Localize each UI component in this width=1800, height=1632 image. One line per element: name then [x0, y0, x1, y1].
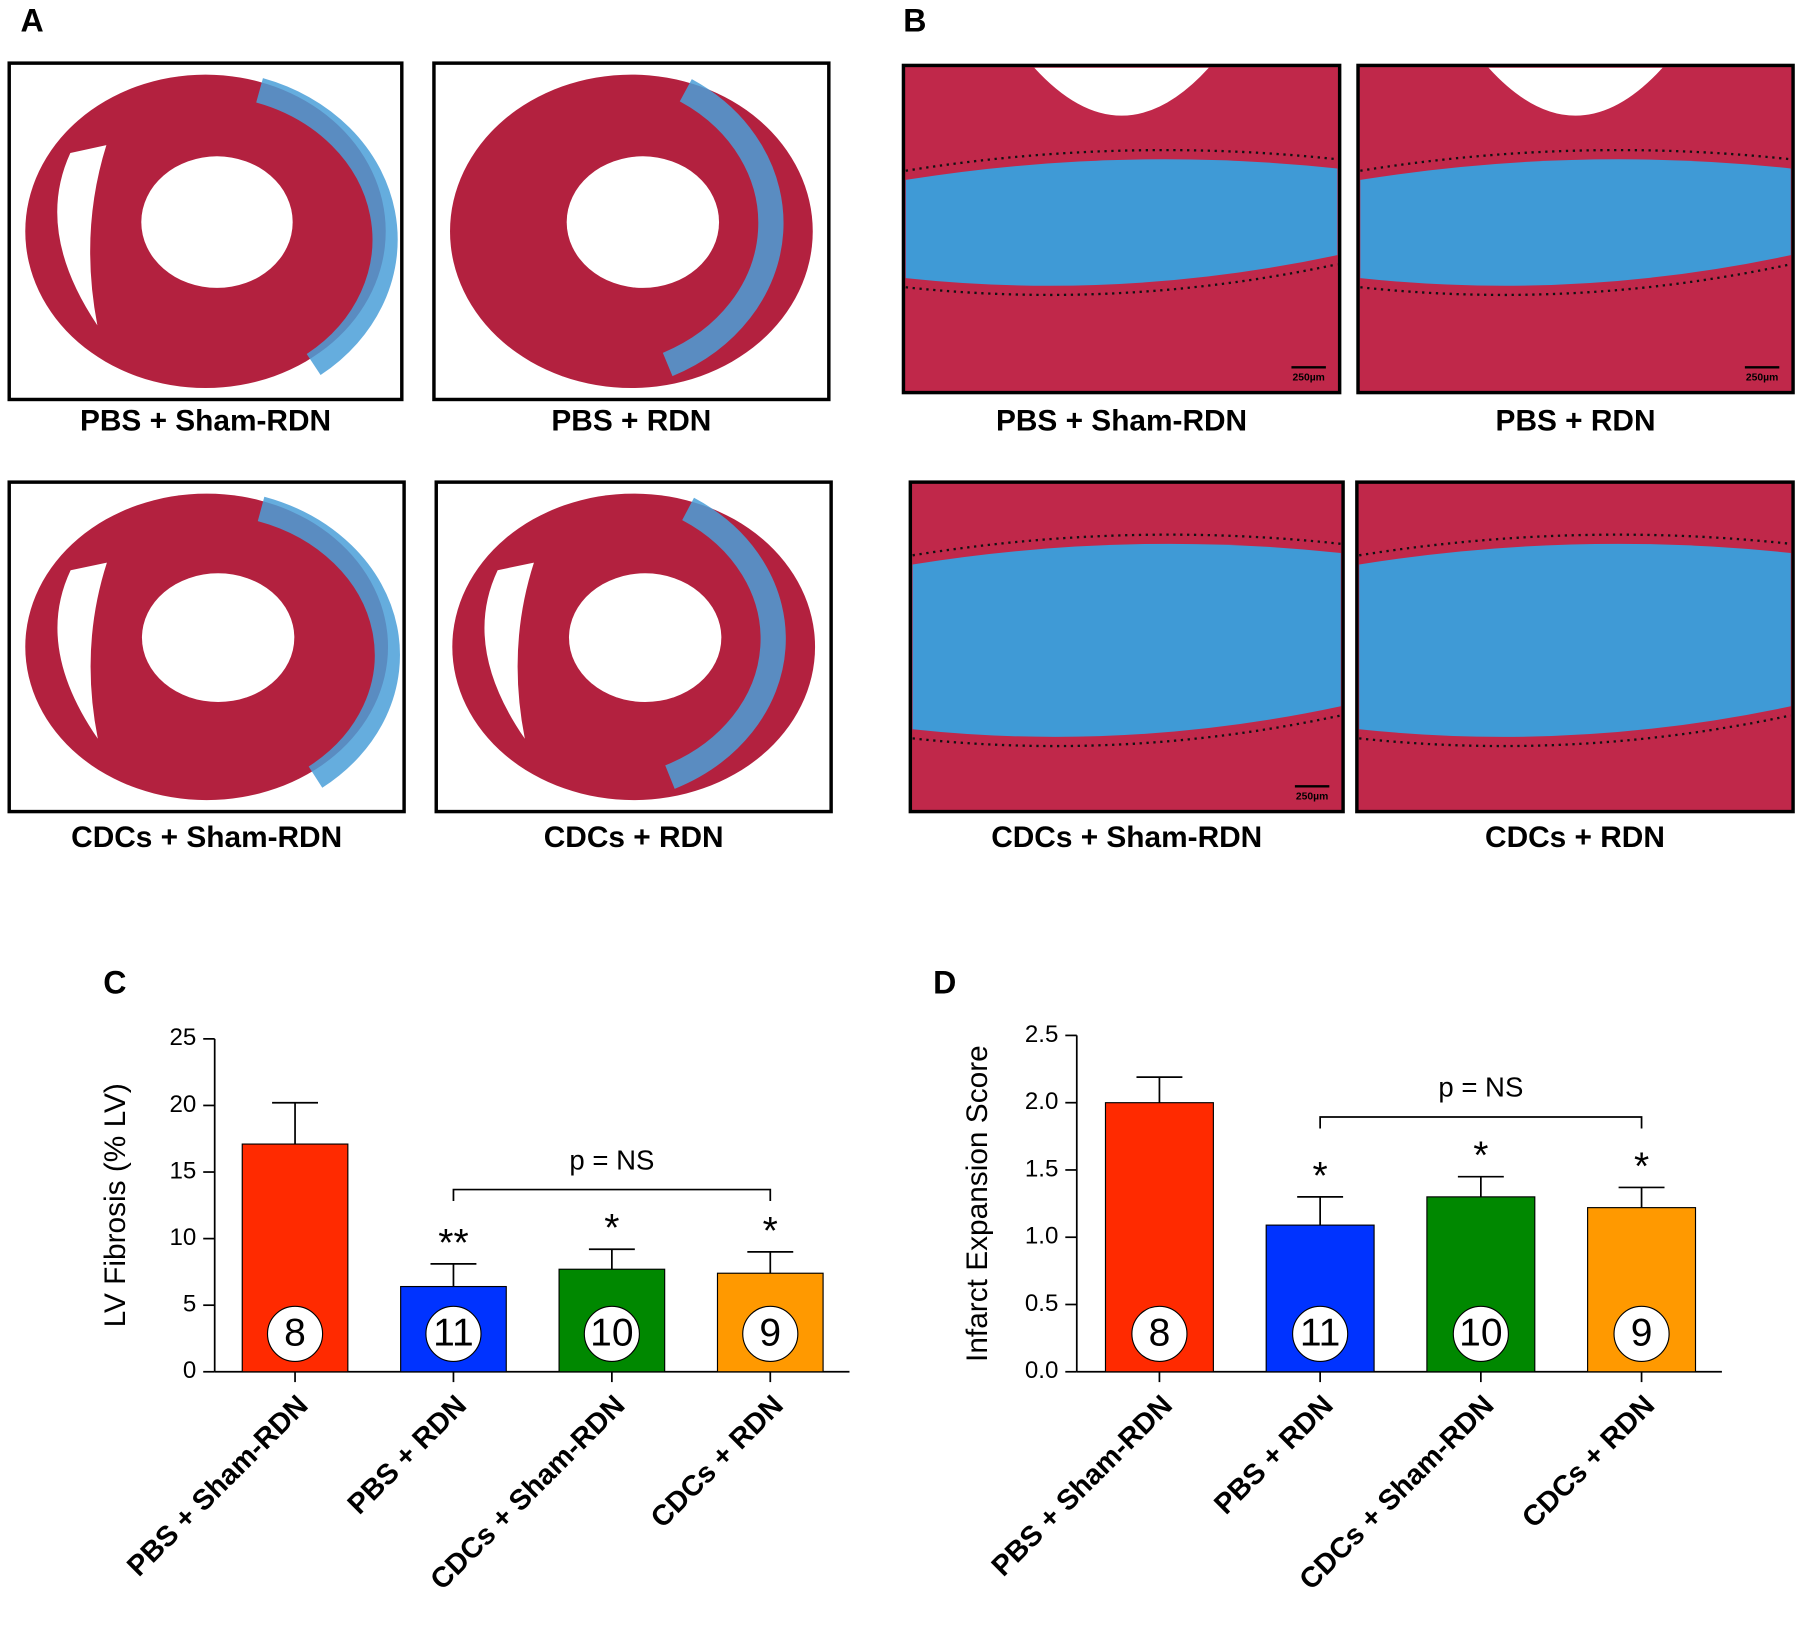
- lumen: [484, 562, 534, 739]
- n-label: 8: [284, 1311, 306, 1354]
- significance: *: [1634, 1145, 1649, 1188]
- y-tick-label: 1.0: [1025, 1223, 1059, 1250]
- lumen: [1488, 67, 1663, 116]
- y-tick-label: 0.0: [1025, 1357, 1059, 1384]
- lumen: [1034, 67, 1209, 116]
- infarct-outline: [912, 714, 1342, 748]
- lumen: [141, 156, 293, 288]
- x-tick-label: CDCs + RDN: [645, 1389, 790, 1534]
- bracket: [452, 1188, 772, 1202]
- n-label: 8: [1149, 1311, 1171, 1354]
- infarct-band: [1359, 543, 1791, 737]
- significance: **: [438, 1222, 468, 1265]
- image-caption: CDCs + Sham-RDN: [991, 821, 1262, 854]
- n-label: 9: [759, 1311, 781, 1354]
- lumen: [57, 145, 107, 326]
- n-circle: [1452, 1305, 1509, 1363]
- panel-letter: D: [933, 964, 956, 1000]
- lumen: [57, 562, 107, 739]
- panel-letter: A: [21, 2, 44, 38]
- n-label: 11: [1300, 1311, 1341, 1354]
- infarct-band: [905, 159, 1338, 286]
- n-circle: [583, 1305, 640, 1363]
- image-caption: CDCs + RDN: [1485, 821, 1665, 854]
- y-tick-label: 25: [170, 1024, 197, 1051]
- x-tick-label: PBS + Sham-RDN: [986, 1389, 1179, 1582]
- infarct-outline: [1360, 148, 1791, 172]
- infarct-band: [912, 543, 1341, 737]
- n-circle: [742, 1305, 799, 1363]
- significance: *: [1313, 1155, 1328, 1198]
- y-tick-label: 2.5: [1025, 1021, 1059, 1048]
- infarct-outline: [1360, 263, 1792, 297]
- x-tick-label: CDCs + RDN: [1516, 1389, 1661, 1534]
- n-circle: [425, 1305, 482, 1363]
- y-axis-label: Infarct Expansion Score: [961, 1045, 994, 1362]
- y-tick-label: 0.5: [1025, 1290, 1059, 1317]
- x-tick-label: PBS + RDN: [342, 1389, 473, 1520]
- image-caption: PBS + RDN: [551, 404, 711, 437]
- fibrosis-region: [662, 79, 784, 377]
- n-circle: [1131, 1305, 1188, 1363]
- scale-bar-label: 250µm: [1296, 791, 1328, 802]
- x-tick-label: PBS + RDN: [1208, 1389, 1339, 1520]
- x-tick-label: PBS + Sham-RDN: [121, 1389, 314, 1582]
- image-caption: PBS + Sham-RDN: [80, 404, 331, 437]
- y-tick-label: 15: [170, 1157, 197, 1184]
- bracket: [1319, 1116, 1643, 1129]
- y-tick-label: 20: [170, 1091, 197, 1118]
- y-tick-label: 5: [183, 1291, 196, 1318]
- infarct-outline: [912, 533, 1341, 557]
- scale-bar-label: 250µm: [1746, 372, 1778, 383]
- lumen: [568, 573, 722, 703]
- n-label: 11: [433, 1311, 474, 1354]
- significance: *: [763, 1210, 778, 1253]
- panel-letter: B: [903, 2, 926, 38]
- panel-letter: C: [103, 964, 126, 1000]
- y-tick-label: 0: [183, 1357, 196, 1384]
- n-circle: [266, 1305, 324, 1363]
- fibrosis-region: [256, 78, 398, 376]
- fibrosis-region: [665, 497, 786, 789]
- y-tick-label: 10: [170, 1224, 197, 1251]
- image-caption: PBS + Sham-RDN: [996, 404, 1247, 437]
- n-circle: [1292, 1305, 1349, 1363]
- lumen: [141, 573, 295, 703]
- n-label: 10: [1459, 1311, 1502, 1354]
- bracket-label: p = NS: [1438, 1072, 1523, 1103]
- significance: *: [604, 1207, 619, 1250]
- y-tick-label: 1.5: [1025, 1155, 1059, 1182]
- fibrosis-region: [257, 496, 400, 788]
- image-caption: PBS + RDN: [1496, 404, 1656, 437]
- significance: *: [1473, 1135, 1488, 1178]
- y-tick-label: 2.0: [1025, 1088, 1059, 1115]
- bracket-label: p = NS: [569, 1144, 654, 1175]
- n-label: 9: [1631, 1311, 1653, 1354]
- n-label: 10: [590, 1311, 633, 1354]
- scale-bar-label: 250µm: [1292, 372, 1324, 383]
- image-caption: CDCs + RDN: [544, 821, 724, 854]
- infarct-band: [1360, 159, 1791, 286]
- n-circle: [1613, 1305, 1670, 1363]
- y-axis-label: LV Fibrosis (% LV): [99, 1083, 132, 1327]
- image-caption: CDCs + Sham-RDN: [71, 821, 342, 854]
- lumen: [566, 156, 720, 288]
